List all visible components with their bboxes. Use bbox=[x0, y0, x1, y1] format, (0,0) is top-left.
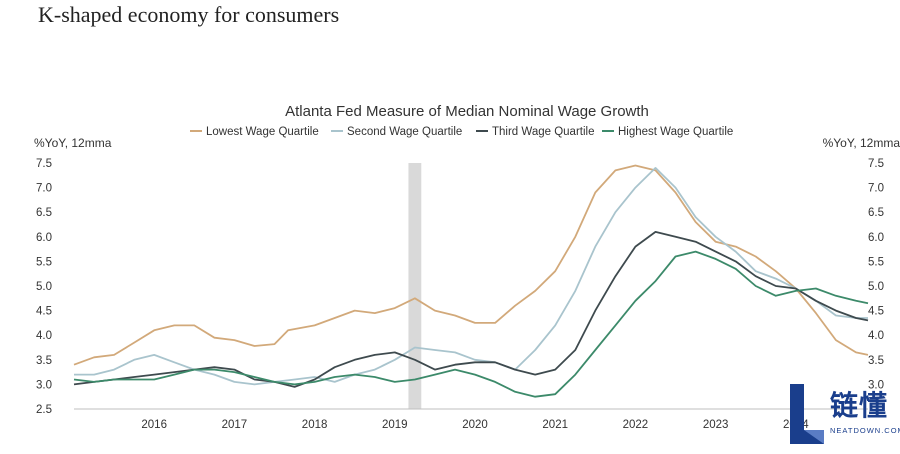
y-tick-label-right: 6.0 bbox=[868, 232, 884, 244]
y-tick-label-left: 6.5 bbox=[36, 207, 52, 219]
series-line-3 bbox=[73, 231, 869, 388]
recession-band bbox=[408, 163, 422, 409]
x-year-label: 2022 bbox=[623, 419, 649, 431]
page-headline: K-shaped economy for consumers bbox=[38, 2, 340, 27]
x-year-label: 2021 bbox=[542, 419, 568, 431]
y-tick-label-left: 3.0 bbox=[36, 379, 52, 391]
y-tick-label-right: 5.0 bbox=[868, 281, 884, 293]
y-tick-label-right: 6.5 bbox=[868, 207, 884, 219]
legend-item: Highest Wage Quartile bbox=[602, 126, 733, 138]
legend-item: Second Wage Quartile bbox=[331, 126, 462, 138]
y-tick-label-right: 7.5 bbox=[868, 158, 884, 170]
y-axis-title-left: %YoY, 12mma bbox=[34, 136, 112, 150]
y-tick-label-right: 7.0 bbox=[868, 183, 884, 195]
chart-title: Atlanta Fed Measure of Median Nominal Wa… bbox=[285, 103, 649, 120]
watermark-l-icon bbox=[790, 384, 824, 444]
y-tick-label-left: 7.5 bbox=[36, 158, 52, 170]
y-tick-label-left: 5.0 bbox=[36, 281, 52, 293]
y-tick-label-left: 6.0 bbox=[36, 232, 52, 244]
legend-item: Lowest Wage Quartile bbox=[190, 126, 319, 138]
x-year-label: 2017 bbox=[222, 419, 248, 431]
watermark-logo: 链懂 NEATDOWN.COM bbox=[786, 382, 900, 450]
y-axis-title-right: %YoY, 12mma bbox=[823, 136, 900, 150]
watermark-text: 链懂 bbox=[830, 389, 889, 422]
y-tick-label-right: 4.5 bbox=[868, 306, 884, 318]
x-year-label: 2018 bbox=[302, 419, 328, 431]
y-tick-label-right: 3.5 bbox=[868, 355, 884, 367]
series-line-2 bbox=[74, 167, 868, 386]
series-line-4 bbox=[73, 250, 869, 398]
y-tick-label-left: 3.5 bbox=[36, 355, 52, 367]
legend-label: Lowest Wage Quartile bbox=[206, 126, 319, 138]
x-year-label: 2020 bbox=[462, 419, 488, 431]
x-year-label: 2023 bbox=[703, 419, 729, 431]
y-tick-label-left: 4.5 bbox=[36, 306, 52, 318]
y-tick-label-left: 2.5 bbox=[36, 404, 52, 416]
legend-label: Third Wage Quartile bbox=[492, 126, 594, 138]
y-tick-label-right: 5.5 bbox=[868, 256, 884, 268]
y-tick-label-right: 3.0 bbox=[868, 379, 884, 391]
watermark-subtext: NEATDOWN.COM bbox=[830, 426, 900, 435]
x-year-label: 2016 bbox=[141, 419, 167, 431]
x-year-label: 2019 bbox=[382, 419, 408, 431]
y-tick-label-left: 4.0 bbox=[36, 330, 52, 342]
series-line-1 bbox=[73, 164, 869, 366]
y-tick-label-left: 5.5 bbox=[36, 256, 52, 268]
y-tick-label-right: 4.0 bbox=[868, 330, 884, 342]
legend-item: Third Wage Quartile bbox=[476, 126, 594, 138]
legend-label: Second Wage Quartile bbox=[347, 126, 462, 138]
legend-label: Highest Wage Quartile bbox=[618, 126, 733, 138]
y-tick-label-left: 7.0 bbox=[36, 183, 52, 195]
